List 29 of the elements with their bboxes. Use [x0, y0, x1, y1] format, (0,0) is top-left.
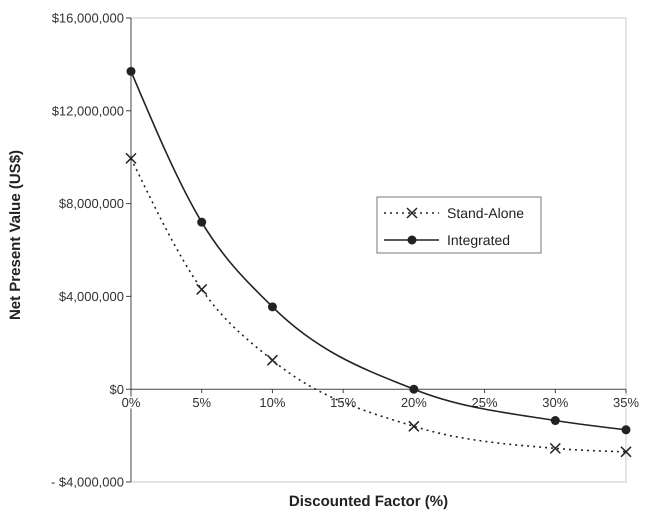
x-tick-label: 10%	[259, 395, 286, 410]
point	[620, 446, 632, 458]
x-tick-label: 5%	[192, 395, 212, 410]
y-axis-title: Net Present Value (US$)	[7, 150, 24, 320]
x-tick-label: 20%	[400, 395, 428, 410]
point	[622, 425, 630, 434]
y-tick-label: $8,000,000	[58, 196, 124, 212]
point	[197, 218, 206, 227]
point	[266, 354, 278, 366]
y-tick-label: $16,000,000	[52, 10, 124, 26]
point	[125, 152, 137, 164]
x-tick-label: 25%	[472, 395, 498, 410]
point	[268, 302, 277, 312]
y-tick-label: $12,000,000	[52, 103, 124, 118]
y-tick-label: - $4,000,000	[50, 474, 124, 490]
point	[409, 384, 418, 394]
y-tick-label: $0	[110, 382, 124, 397]
x-tick-label: 30%	[542, 395, 569, 410]
point	[408, 420, 420, 432]
x-tick-label: 15%	[330, 395, 357, 410]
point	[196, 284, 208, 296]
y-tick-label: $4,000,000	[58, 288, 124, 304]
point	[126, 66, 136, 76]
point	[550, 442, 562, 454]
legend-label: Integrated	[447, 232, 510, 248]
point	[550, 416, 560, 426]
x-tick-label: 35%	[612, 395, 640, 410]
legend-label: Stand-Alone	[447, 204, 524, 221]
x-axis-title: Discounted Factor (%)	[288, 493, 448, 510]
